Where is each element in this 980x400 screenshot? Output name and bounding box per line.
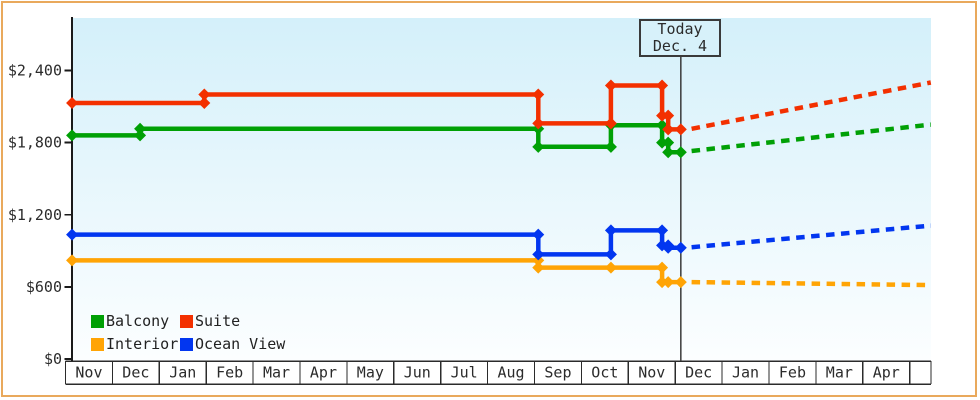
y-axis-tick-label: $2,400 <box>8 62 62 80</box>
month-label: Jan <box>169 364 196 382</box>
legend-label: Interior <box>106 335 179 353</box>
month-label: Apr <box>873 364 900 382</box>
data-point-marker <box>662 123 675 136</box>
data-point-marker <box>674 146 687 159</box>
data-point-marker <box>656 261 669 274</box>
month-label: Jan <box>732 364 759 382</box>
data-point-marker <box>656 79 669 92</box>
data-point-marker <box>66 96 79 109</box>
data-point-marker <box>604 261 617 274</box>
legend: Balcony Suite Interior Ocean View <box>91 312 285 353</box>
data-point-marker <box>674 276 687 289</box>
interior-swatch-icon <box>91 337 104 351</box>
data-point-marker <box>656 109 669 122</box>
data-point-marker <box>66 129 79 142</box>
data-point-marker <box>532 117 545 130</box>
data-point-marker <box>662 136 675 149</box>
data-point-marker <box>662 276 675 289</box>
data-point-marker <box>198 96 211 109</box>
data-point-marker <box>604 248 617 261</box>
data-point-marker <box>662 109 675 122</box>
legend-label: Balcony <box>106 312 170 330</box>
series-interior-projection <box>691 279 931 288</box>
data-point-marker <box>604 79 617 92</box>
month-label: Nov <box>638 364 665 382</box>
data-point-marker <box>662 241 675 254</box>
legend-item-suite: Suite <box>180 312 240 330</box>
y-axis-tick-label: $1,200 <box>8 206 62 224</box>
data-point-marker <box>532 248 545 261</box>
legend-label: Ocean View <box>195 335 286 353</box>
today-date: Dec. 4 <box>652 37 708 55</box>
month-label: May <box>357 364 384 382</box>
plot-background <box>73 18 931 361</box>
legend-label: Suite <box>195 312 241 330</box>
data-point-marker <box>662 146 675 159</box>
series-suite-projection <box>691 80 932 132</box>
month-label: Nov <box>75 364 102 382</box>
legend-item-ocean-view: Ocean View <box>180 335 285 353</box>
data-point-marker <box>532 254 545 267</box>
data-point-marker <box>66 254 79 267</box>
month-label: Jul <box>451 364 478 382</box>
month-label: Dec <box>685 364 712 382</box>
data-point-marker <box>656 136 669 149</box>
legend-row: Balcony Suite <box>91 312 285 330</box>
y-axis-tick-label: $600 <box>26 278 62 296</box>
legend-item-interior: Interior <box>91 335 180 353</box>
month-label: Feb <box>779 364 806 382</box>
month-label: Mar <box>263 364 290 382</box>
legend-row: Interior Ocean View <box>91 335 285 353</box>
suite-swatch-icon <box>180 314 193 328</box>
month-label: Mar <box>826 364 853 382</box>
data-point-marker <box>674 123 687 136</box>
month-label: Oct <box>591 364 618 382</box>
data-point-marker <box>656 224 669 237</box>
data-point-marker <box>604 224 617 237</box>
data-point-marker <box>532 140 545 153</box>
data-point-marker <box>604 140 617 153</box>
data-point-marker <box>532 261 545 274</box>
series-ocean-view-projection <box>691 223 932 250</box>
today-label: Today <box>657 20 703 38</box>
data-point-marker <box>198 88 211 101</box>
data-point-marker <box>134 122 147 135</box>
data-point-marker <box>532 228 545 241</box>
balcony-swatch-icon <box>91 314 104 328</box>
month-label: Apr <box>310 364 337 382</box>
month-label: Feb <box>216 364 243 382</box>
y-axis-tick-label: $1,800 <box>8 134 62 152</box>
series-balcony-projection <box>691 122 932 154</box>
month-label: Dec <box>122 364 149 382</box>
data-point-marker <box>604 117 617 130</box>
today-marker-box: Today Dec. 4 <box>639 19 721 57</box>
month-label: Jun <box>404 364 431 382</box>
data-point-marker <box>674 241 687 254</box>
data-point-marker <box>532 88 545 101</box>
month-label: Aug <box>498 364 525 382</box>
data-point-marker <box>656 276 669 289</box>
data-point-marker <box>66 228 79 241</box>
month-label: Sep <box>544 364 571 382</box>
ocean-view-swatch-icon <box>180 337 193 351</box>
y-axis-tick-label: $0 <box>44 350 62 368</box>
legend-item-balcony: Balcony <box>91 312 180 330</box>
data-point-marker <box>134 129 147 142</box>
